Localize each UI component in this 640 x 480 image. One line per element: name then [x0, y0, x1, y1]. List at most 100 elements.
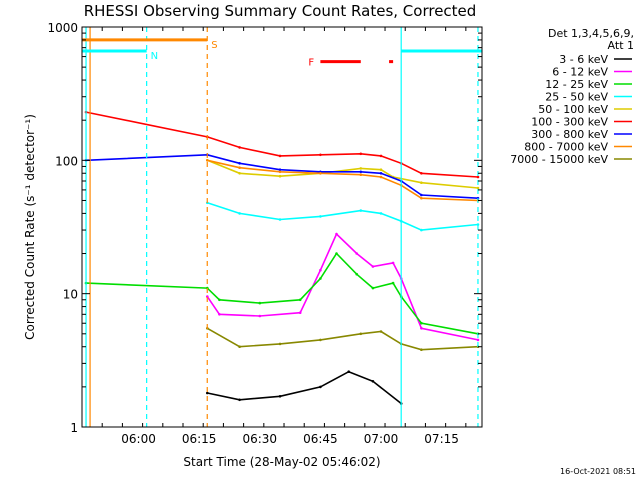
- series-point-25-50-kev: [476, 223, 480, 226]
- series-point-25-50-kev: [319, 215, 322, 218]
- x-tick-label: 07:00: [364, 432, 399, 446]
- series-point-300-800-kev: [278, 168, 282, 171]
- series-point-50-100-kev: [379, 168, 383, 171]
- series-point-25-50-kev: [278, 218, 282, 221]
- series-point-6-12-kev: [391, 261, 395, 265]
- series-point-100-300-kev: [379, 154, 383, 158]
- series-point-12-25-kev: [391, 281, 395, 285]
- y-tick-label: 100: [55, 154, 78, 168]
- legend-label: 300 - 800 keV: [531, 128, 608, 141]
- series-point-6-12-kev: [335, 232, 338, 236]
- y-axis: 1 10 100 1000: [47, 21, 482, 435]
- series-point-12-25-kev: [258, 301, 262, 305]
- series-point-12-25-kev: [319, 277, 322, 280]
- legend-label: 3 - 6 keV: [559, 53, 608, 66]
- series-layer: [84, 110, 480, 405]
- x-axis-label: Start Time (28-May-02 05:46:02): [183, 455, 380, 469]
- x-tick-label: 06:45: [303, 432, 338, 446]
- legend-label: 6 - 12 keV: [552, 66, 608, 79]
- series-point-100-300-kev: [420, 172, 423, 175]
- series-point-6-12-kev: [319, 268, 322, 272]
- flare-label: F: [308, 58, 314, 69]
- legend-label: 25 - 50 keV: [545, 91, 608, 104]
- plot-frame: [81, 26, 483, 428]
- series-line-300-800-kev: [85, 153, 479, 199]
- legend-label: 800 - 7000 keV: [524, 141, 608, 154]
- series-point-100-300-kev: [319, 153, 322, 157]
- series-point-800-7000-kev: [278, 170, 282, 174]
- series-line-3-6-kev: [207, 370, 402, 405]
- series-point-800-7000-kev: [206, 159, 209, 162]
- legend-header: Det 1,3,4,5,6,9,: [548, 27, 634, 40]
- series-point-300-800-kev: [420, 193, 423, 197]
- series-point-800-7000-kev: [319, 172, 322, 175]
- series-point-12-25-kev: [335, 252, 338, 255]
- series-point-12-25-kev: [371, 286, 375, 290]
- series-point-800-7000-kev: [420, 196, 423, 200]
- series-point-6-12-kev: [218, 313, 221, 316]
- series-point-7000-15000-kev: [238, 345, 241, 349]
- series-point-25-50-kev: [379, 212, 383, 215]
- series-point-3-6-kev: [206, 391, 209, 395]
- series-point-800-7000-kev: [359, 173, 363, 176]
- series-point-25-50-kev: [420, 228, 423, 232]
- flag-label: S: [211, 40, 217, 51]
- series-point-6-12-kev: [298, 311, 302, 315]
- flag-lines-layer: S N F: [82, 38, 482, 69]
- series-point-7000-15000-kev: [420, 348, 423, 352]
- series-point-7000-15000-kev: [278, 342, 282, 346]
- series-point-3-6-kev: [347, 370, 351, 374]
- chart-title: RHESSI Observing Summary Count Rates, Co…: [84, 2, 477, 20]
- series-point-12-25-kev: [298, 298, 302, 302]
- vertical-lines-layer: [85, 27, 479, 427]
- series-point-6-12-kev: [355, 252, 359, 255]
- series-point-7000-15000-kev: [379, 330, 383, 333]
- x-tick-label: 06:30: [242, 432, 277, 446]
- legend-header: Att 1: [608, 39, 634, 52]
- y-axis-label: Corrected Count Rate (s⁻¹ detector⁻¹): [23, 114, 37, 340]
- series-point-7000-15000-kev: [359, 332, 363, 336]
- series-point-100-300-kev: [359, 152, 363, 156]
- series-point-6-12-kev: [371, 265, 375, 268]
- series-point-300-800-kev: [379, 172, 383, 175]
- series-point-25-50-kev: [238, 212, 241, 215]
- series-point-800-7000-kev: [238, 166, 241, 169]
- series-point-100-300-kev: [278, 154, 282, 158]
- legend-label: 50 - 100 keV: [538, 103, 608, 116]
- series-point-12-25-kev: [355, 272, 359, 276]
- series-point-25-50-kev: [359, 209, 363, 212]
- series-line-800-7000-kev: [207, 159, 479, 202]
- series-point-50-100-kev: [359, 167, 363, 170]
- series-point-12-25-kev: [218, 298, 221, 302]
- series-point-7000-15000-kev: [319, 338, 322, 342]
- legend-label: 100 - 300 keV: [531, 116, 608, 129]
- series-point-6-12-kev: [258, 314, 262, 318]
- series-line-25-50-kev: [207, 202, 479, 231]
- x-tick-label: 07:15: [424, 432, 459, 446]
- series-point-6-12-kev: [420, 327, 423, 330]
- series-point-3-6-kev: [319, 385, 322, 389]
- y-tick-label: 1: [70, 421, 78, 435]
- series-point-50-100-kev: [476, 186, 480, 190]
- legend-label: 12 - 25 keV: [545, 78, 608, 91]
- series-point-3-6-kev: [371, 380, 375, 383]
- series-point-50-100-kev: [278, 174, 282, 178]
- series-point-12-25-kev: [420, 321, 423, 325]
- x-axis: 06:00 06:15 06:30 06:45 07:00 07:15: [81, 27, 467, 446]
- series-point-800-7000-kev: [379, 175, 383, 179]
- y-tick-label: 10: [63, 288, 78, 302]
- flag-label: N: [151, 51, 158, 62]
- series-point-6-12-kev: [476, 338, 480, 342]
- x-tick-label: 06:15: [182, 432, 217, 446]
- series-point-300-800-kev: [238, 162, 241, 165]
- series-line-6-12-kev: [206, 232, 479, 341]
- series-point-300-800-kev: [359, 170, 363, 174]
- series-point-3-6-kev: [238, 398, 241, 402]
- series-point-50-100-kev: [420, 181, 423, 184]
- series-point-50-100-kev: [238, 172, 241, 175]
- series-point-100-300-kev: [476, 175, 480, 179]
- timestamp: 16-Oct-2021 08:51: [560, 467, 636, 476]
- series-line-100-300-kev: [85, 111, 479, 178]
